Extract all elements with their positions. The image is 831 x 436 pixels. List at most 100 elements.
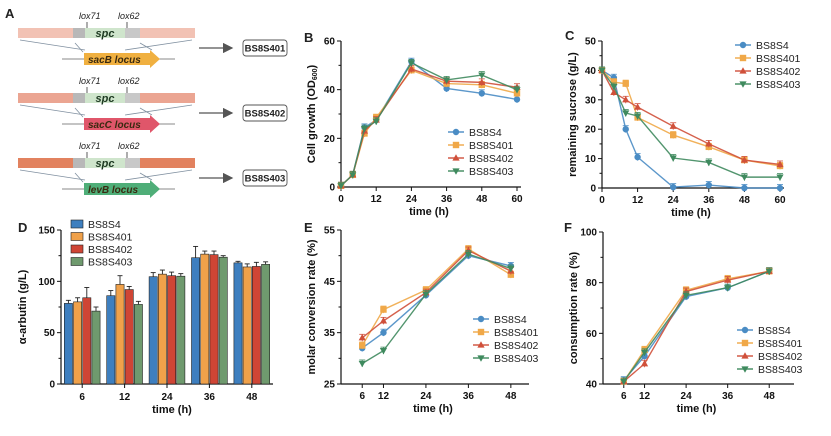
x-axis-label: time (h) [677, 403, 717, 415]
y-tick-label: 40 [324, 85, 336, 96]
data-point [741, 184, 748, 192]
left-lox-region [73, 93, 85, 103]
strain-box [242, 39, 288, 57]
data-point [380, 306, 387, 313]
series-line [601, 69, 780, 178]
x-tick-label: 36 [441, 194, 453, 205]
lox71-label: lox71 [79, 141, 101, 151]
bar-bs8s403 [91, 310, 101, 385]
x-tick-label: 0 [599, 195, 605, 206]
data-point [513, 87, 521, 94]
legend-marker [741, 339, 749, 347]
legend-label: BS8S4 [494, 314, 527, 326]
data-point [740, 174, 748, 181]
locus-arrow [84, 180, 160, 198]
data-point [622, 80, 629, 87]
bar-group-36 [191, 245, 228, 385]
x-tick-label: 48 [764, 391, 776, 402]
spc-label: spc [96, 158, 115, 170]
legend-swatch [70, 257, 84, 266]
y-tick-label: 0 [329, 183, 335, 194]
y-tick-label: 30 [585, 95, 597, 106]
y-axis-label: molar conversion rate (%) [306, 239, 318, 374]
bar-bs8s402 [167, 275, 176, 385]
x-tick-label: 0 [338, 194, 344, 205]
legend-label: BS8S402 [758, 351, 803, 363]
data-point [724, 276, 732, 283]
y-tick-label: 0 [590, 184, 596, 195]
y-tick-label: 80 [586, 278, 598, 289]
series-bs8s401 [620, 267, 773, 385]
right-homology-arm [140, 28, 195, 38]
bar-bs8s402 [124, 289, 134, 385]
legend-label: BS8S403 [494, 353, 539, 365]
x-tick-label: 60 [774, 195, 786, 206]
data-point [372, 118, 380, 126]
data-point [379, 317, 388, 324]
spc-label: spc [96, 93, 115, 105]
bar-bs8s401 [115, 284, 125, 385]
data-point [478, 72, 486, 79]
y-tick-label: 0 [49, 380, 55, 391]
bar-bs8s402 [209, 254, 219, 385]
legend-label: BS8S402 [88, 244, 133, 256]
y-tick-label: 100 [580, 228, 597, 239]
legend-label: BS8S403 [88, 257, 133, 269]
series-line [361, 249, 512, 339]
data-point [622, 110, 630, 117]
x-tick-label: 48 [739, 195, 751, 206]
x-axis-label: time (h) [413, 403, 453, 415]
x-tick-label: 12 [119, 392, 131, 403]
crossover-line-left [19, 169, 86, 181]
data-point [359, 342, 366, 349]
series-line [340, 61, 518, 187]
data-point [776, 160, 784, 168]
crossover-line-right [124, 39, 193, 51]
y-tick-label: 40 [586, 380, 598, 391]
left-homology-arm [18, 158, 73, 168]
panel-letter: F [564, 220, 572, 235]
crossover-line-left [19, 104, 86, 116]
series-bs8s402 [620, 267, 773, 385]
data-point [670, 183, 677, 191]
data-point [705, 181, 712, 189]
locus-label: sacC locus [88, 120, 141, 131]
x-tick-label: 12 [371, 194, 383, 205]
legend-label: BS8S402 [494, 340, 539, 352]
x-tick-label: 48 [476, 194, 488, 205]
bar-bs8s4 [148, 276, 158, 385]
strain-box [242, 104, 288, 122]
data-point [507, 271, 515, 278]
x-tick-label: 24 [668, 195, 680, 206]
right-lox-region [125, 28, 140, 38]
data-point [622, 126, 629, 133]
bar-bs8s403 [134, 304, 143, 385]
data-point [620, 378, 628, 386]
legend-marker [739, 41, 747, 49]
legend-label: BS8S403 [469, 166, 514, 178]
data-point [379, 348, 388, 355]
x-tick-label: 60 [511, 194, 523, 205]
lox62-label: lox62 [118, 141, 140, 151]
panel-b-cell-growth-chart: B 0 20 40 60 0 12 24 36 48 60 time (h) Cell growth (… [304, 30, 523, 218]
panel-d-arbutin-bar-chart: D 0 50 100 150 6 12 24 36 48 time (h) α-arbutin (g/… [17, 219, 273, 416]
legend-marker [739, 67, 747, 74]
strain-label: BS8S403 [245, 174, 286, 185]
right-lox-region [125, 93, 140, 103]
right-lox-region [125, 158, 140, 168]
x-tick-label: 6 [359, 391, 365, 402]
x-tick-label: 24 [420, 391, 432, 402]
locus-arrow [84, 50, 160, 68]
locus-label: levB locus [88, 185, 138, 196]
legend-swatch [70, 244, 84, 254]
x-tick-label: 48 [246, 392, 258, 403]
crossover-line-left [19, 39, 86, 51]
data-point [682, 287, 690, 295]
bar-bs8s4 [233, 262, 243, 385]
crossover-line-right [124, 104, 193, 116]
